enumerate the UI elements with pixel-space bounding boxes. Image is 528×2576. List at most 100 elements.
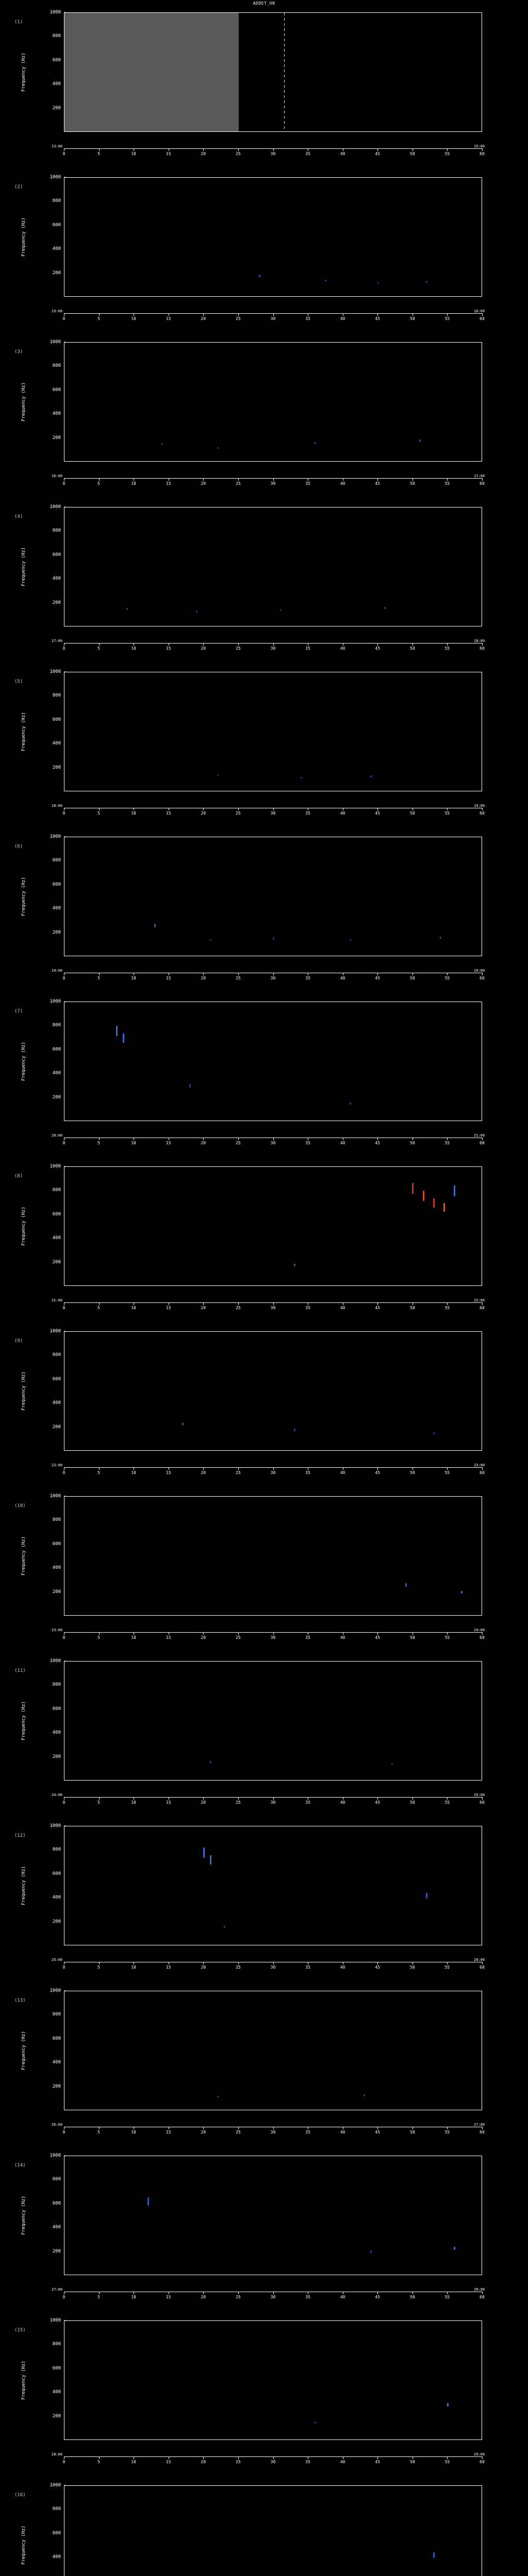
y-tick-label: 800 [52,1682,61,1688]
x-tick-label: 20 [201,1306,206,1310]
spectrogram-panel-14: (14) Frequency (Hz) 200 400 600 800 1000 0 5 10 15… [0,2153,528,2299]
x-tick-label: 15 [166,1800,171,1805]
plot-area[interactable] [64,507,482,626]
hour-label-start: 18:00 [52,804,63,808]
plot-area[interactable] [64,342,482,462]
y-tick-label: 800 [52,858,61,863]
x-tick-label: 55 [444,976,450,980]
y-tick-label: 800 [52,693,61,699]
x-tick-label: 45 [375,976,381,980]
x-tick-label: 0 [62,481,65,486]
x-tick-label: 35 [305,1141,310,1145]
plot-area[interactable] [64,2156,482,2275]
y-tick-label: 200 [52,1259,61,1265]
plot-area[interactable] [64,1166,482,1286]
x-tick-label: 25 [236,2295,241,2299]
x-tick-label: 50 [410,976,415,980]
x-tick-label: 25 [236,481,241,486]
y-tick-label: 400 [52,411,61,417]
x-tick-label: 35 [305,2460,310,2464]
x-tick-label: 25 [236,151,241,156]
x-tick-mark [447,1962,448,1964]
x-tick-label: 35 [305,1635,310,1640]
plot-area[interactable] [64,1991,482,2110]
x-tick-label: 35 [305,1470,310,1475]
x-tick-label: 30 [270,1635,276,1640]
plot-area[interactable] [64,2320,482,2440]
y-tick-label: 400 [52,1895,61,1901]
spectrogram-detection [210,1760,212,1763]
x-tick-label: 45 [375,481,381,486]
plot-area[interactable] [64,2485,482,2576]
x-tick-label: 60 [480,2130,485,2134]
x-tick-label: 20 [201,316,206,321]
plot-area[interactable] [64,1496,482,1616]
x-tick-label: 15 [166,646,171,651]
plot-area[interactable] [64,1331,482,1451]
x-tick-label: 50 [410,481,415,486]
plot-area[interactable] [64,1826,482,1945]
hour-label-end: 21:00 [474,1133,485,1138]
spectrogram-panel-7: (7) Frequency (Hz) 200 400 600 800 1000 0 5 10 15 2… [0,999,528,1145]
x-tick-label: 10 [131,811,136,816]
x-tick-label: 60 [480,1965,485,1970]
x-tick-mark [98,148,100,151]
x-tick-label: 45 [375,316,381,321]
y-tick-label: 400 [52,2060,61,2065]
x-tick-label: 15 [166,1306,171,1310]
x-tick-mark [203,808,204,810]
x-tick-label: 50 [410,2460,415,2464]
y-tick-label: 600 [52,57,61,63]
hour-label-start: 26:00 [52,2123,63,2127]
x-tick-label: 55 [444,481,450,486]
x-tick-mark [273,2292,274,2294]
y-tick-label: 800 [52,1023,61,1028]
plot-area[interactable] [64,1661,482,1781]
x-tick-mark [203,643,204,646]
plot-area[interactable] [64,1002,482,1121]
x-tick-label: 10 [131,1306,136,1310]
x-tick-label: 60 [480,2460,485,2464]
x-tick-label: 25 [236,2130,241,2134]
x-tick-label: 5 [97,1965,100,1970]
spectrogram-panel-4: (4) Frequency (Hz) 200 400 600 800 1000 0 5 10 15 2… [0,504,528,651]
spectrogram-panel-8: (8) Frequency (Hz) 200 400 600 800 1000 0 5 10 15 2… [0,1164,528,1310]
y-tick-label: 1000 [50,504,61,510]
hour-label-start: 17:00 [52,639,63,643]
x-tick-label: 55 [444,2130,450,2134]
x-tick-mark [273,1302,274,1305]
plot-area[interactable] [64,672,482,791]
x-tick-label: 20 [201,2130,206,2134]
plot-area[interactable] [64,837,482,956]
y-tick-label: 600 [52,1871,61,1876]
x-tick-label: 50 [410,316,415,321]
spectrogram-detection [196,611,198,613]
spectrogram-detection [126,608,128,611]
plot-area[interactable] [64,12,482,132]
spectrogram-detection [349,1103,351,1105]
y-tick-label: 1000 [50,1988,61,1993]
x-tick-label: 35 [305,2130,310,2134]
x-tick-label: 40 [340,1306,345,1310]
hour-label-start: 20:00 [52,1133,63,1138]
x-tick-mark [377,1797,378,1800]
x-tick-label: 35 [305,1965,310,1970]
x-tick-label: 60 [480,1800,485,1805]
x-tick-mark [98,1138,100,1140]
x-tick-label: 0 [62,1635,65,1640]
x-tick-label: 30 [270,1470,276,1475]
x-tick-mark [273,808,274,810]
spectrogram-detection [384,606,386,609]
y-tick-label: 1000 [50,2318,61,2323]
plot-area[interactable] [64,177,482,297]
x-tick-mark [238,1138,239,1140]
hour-label-end: 28:00 [474,2287,485,2292]
y-tick-label: 200 [52,435,61,440]
x-tick-mark [238,1632,239,1635]
hour-label-end: 25:00 [474,1793,485,1797]
hour-label-start: 28:00 [52,2452,63,2456]
x-tick-label: 0 [62,811,65,816]
x-tick-mark [98,478,100,481]
x-tick-label: 40 [340,1141,345,1145]
x-tick-label: 25 [236,1470,241,1475]
